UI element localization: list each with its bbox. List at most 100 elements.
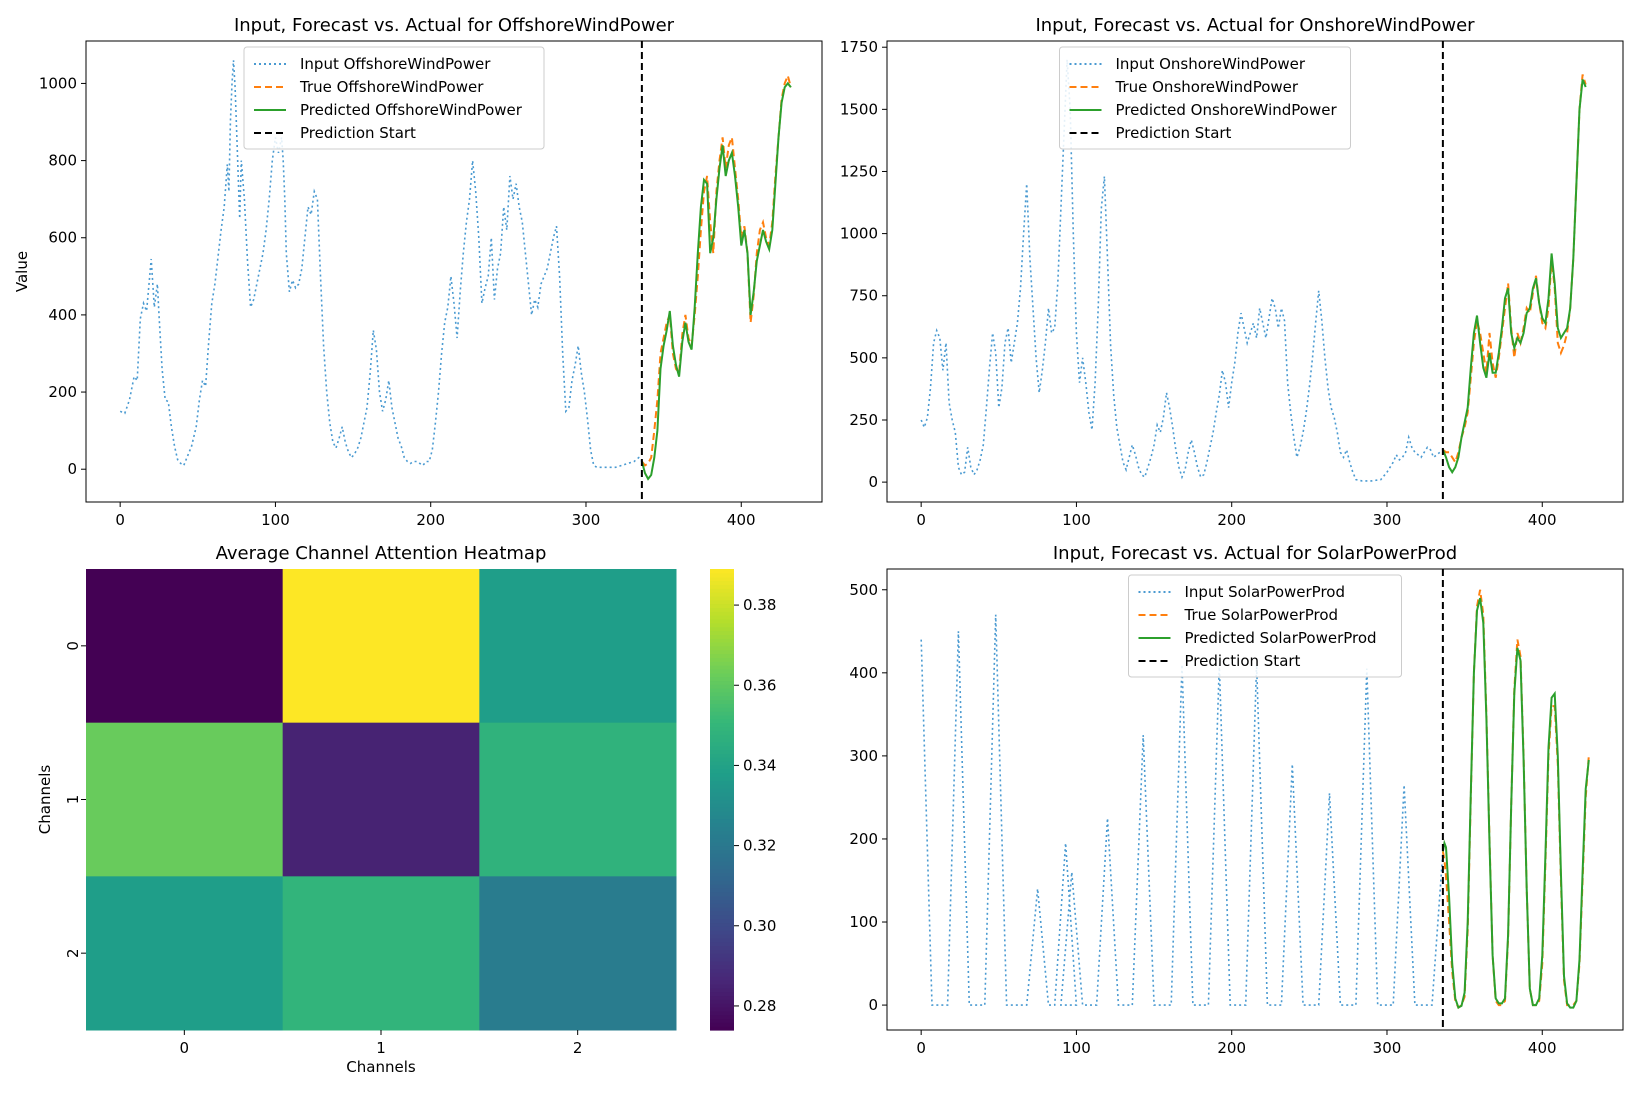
colorbar-segment (710, 876, 734, 881)
solar-power-chart: Input, Forecast vs. Actual for SolarPowe… (849, 543, 1624, 1057)
y-tick-label: 200 (48, 383, 77, 401)
colorbar-segment (710, 718, 734, 724)
heatmap-cell (282, 876, 480, 1031)
y-tick-label: 400 (849, 664, 878, 682)
colorbar-segment (710, 987, 734, 993)
colorbar-segment (710, 922, 734, 927)
y-tick-label: 1000 (39, 74, 77, 92)
x-tick-label: 100 (261, 511, 290, 529)
chart-title: Input, Forecast vs. Actual for OnshoreWi… (1035, 15, 1475, 36)
series-line-2 (1441, 597, 1590, 1010)
colorbar-segment (710, 918, 734, 924)
y-tick-label: 2 (64, 948, 82, 958)
colorbar-segment (710, 691, 734, 697)
colorbar-segment (710, 784, 734, 789)
heatmap-cell (86, 569, 284, 724)
legend-box (243, 46, 545, 150)
legend-entry: Predicted SolarPowerProd (1185, 629, 1377, 647)
colorbar-segment (710, 822, 734, 827)
colorbar-segment (710, 592, 734, 597)
colorbar-segment (710, 880, 734, 885)
colorbar-segment (710, 711, 734, 716)
colorbar-segment (710, 626, 734, 632)
colorbar-segment (710, 945, 734, 950)
series-line-1 (1442, 74, 1587, 465)
colorbar-segment (710, 622, 734, 628)
colorbar-segment (710, 976, 734, 981)
colorbar-tick-label: 0.32 (743, 837, 776, 855)
colorbar-segment (710, 980, 734, 985)
colorbar-segment (710, 657, 734, 662)
series-line-0 (920, 614, 1444, 1006)
colorbar-segment (710, 634, 734, 639)
colorbar-segment (710, 649, 734, 655)
colorbar-segment (710, 641, 734, 647)
colorbar-segment (710, 757, 734, 762)
colorbar-segment (710, 688, 734, 693)
plot-frame (886, 568, 1624, 1031)
x-tick-label: 200 (1217, 1039, 1246, 1057)
series-line-2 (640, 81, 792, 481)
colorbar-segment (710, 903, 734, 908)
y-tick-label: 500 (849, 581, 878, 599)
colorbar-segment (710, 734, 734, 739)
colorbar-tick-label: 0.30 (743, 917, 776, 935)
colorbar-segment (710, 930, 734, 935)
series-line-0 (920, 59, 1444, 482)
colorbar-segment (710, 864, 734, 870)
y-tick-label: 1500 (840, 100, 878, 118)
x-tick-label: 0 (180, 1039, 190, 1057)
colorbar-segment (710, 680, 734, 685)
colorbar-segment (710, 841, 734, 847)
y-axis-label: Value (13, 251, 31, 292)
colorbar-segment (710, 787, 734, 793)
series-line-1 (641, 72, 792, 467)
legend-entry: Input OffshoreWindPower (300, 55, 491, 73)
legend: Input OffshoreWindPower True OffshoreWind… (243, 46, 545, 150)
x-tick-label: 0 (115, 511, 125, 529)
colorbar-segment (710, 645, 734, 651)
onshore-wind-chart: Input, Forecast vs. Actual for OnshoreWi… (840, 15, 1624, 529)
channel-attention-heatmap: Average Channel Attention Heatmap 0 1 2 0 1 2 C… (36, 543, 776, 1076)
offshore-wind-chart: Input, Forecast vs. Actual for OffshoreW… (13, 15, 823, 529)
colorbar-segment (710, 753, 734, 758)
colorbar-segment (710, 730, 734, 735)
colorbar-segment (710, 807, 734, 812)
x-tick-label: 200 (416, 511, 445, 529)
colorbar-segment (710, 803, 734, 808)
y-tick-label: 0 (868, 996, 878, 1014)
heatmap-cell (479, 876, 677, 1031)
x-tick-label: 400 (1528, 511, 1557, 529)
colorbar-segment (710, 937, 734, 943)
colorbar-segment (710, 849, 734, 854)
colorbar-segment (710, 738, 734, 743)
legend-box (1128, 574, 1402, 678)
colorbar-segment (710, 1014, 734, 1020)
colorbar-segment (710, 672, 734, 678)
y-axis-label: Channels (36, 765, 54, 835)
colorbar-tick-label: 0.34 (743, 756, 776, 774)
colorbar-segment (710, 853, 734, 858)
y-tick-label: 200 (849, 830, 878, 848)
colorbar-segment (710, 611, 734, 616)
x-tick-label: 300 (1373, 1039, 1402, 1057)
colorbar-segment (710, 1003, 734, 1008)
colorbar-segment (710, 1006, 734, 1012)
colorbar-segment (710, 714, 734, 720)
legend-entry: Prediction Start (300, 124, 416, 142)
legend: Input OnshoreWindPower True OnshoreWindPo… (1059, 46, 1351, 150)
colorbar-segment (710, 949, 734, 954)
y-tick-label: 1000 (840, 225, 878, 243)
legend-entry: True OnshoreWindPower (1115, 78, 1299, 96)
chart-title: Input, Forecast vs. Actual for OffshoreW… (234, 15, 675, 36)
colorbar-segment (710, 595, 734, 601)
colorbar-segment (710, 826, 734, 831)
colorbar-segment (710, 968, 734, 973)
colorbar-segment (710, 630, 734, 635)
colorbar-segment (710, 964, 734, 970)
colorbar-segment (710, 653, 734, 658)
colorbar-segment (710, 1018, 734, 1023)
y-tick-label: 500 (849, 349, 878, 367)
colorbar-segment (710, 995, 734, 1000)
